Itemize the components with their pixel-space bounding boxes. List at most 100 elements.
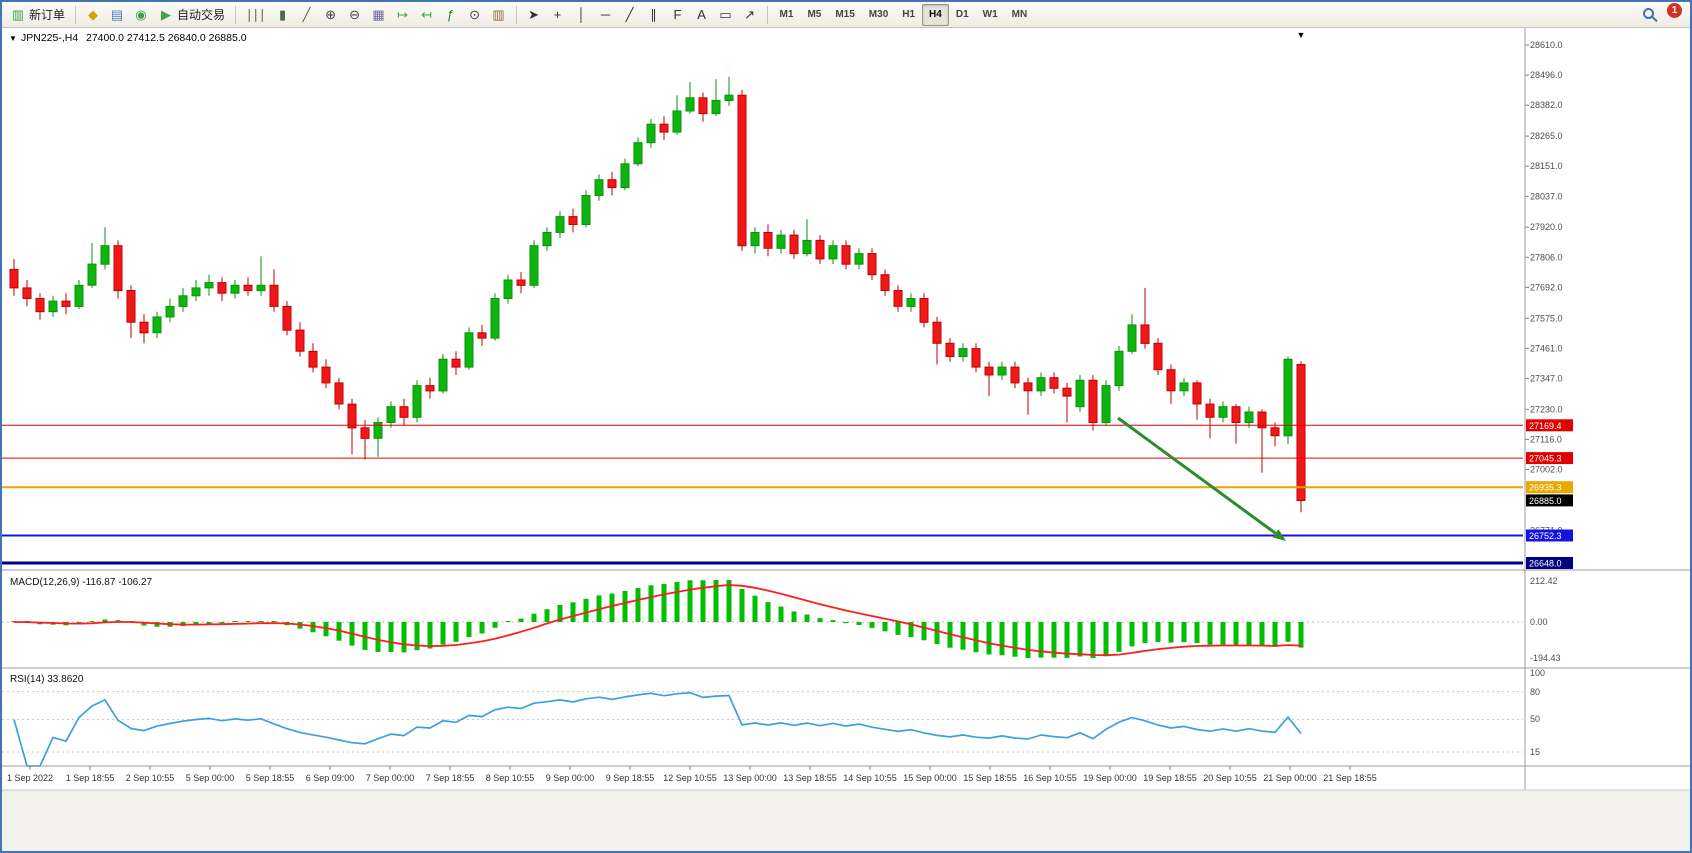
price-axis-label: 28610.0 — [1530, 40, 1563, 50]
crosshair-button[interactable]: + — [546, 4, 570, 26]
timeframe-d1-button[interactable]: D1 — [949, 4, 976, 26]
bull-candle — [555, 216, 565, 233]
bear-candle — [1088, 379, 1098, 423]
new-order-icon: ▥ — [11, 7, 25, 22]
zoom-in-button[interactable]: ⊕ — [319, 4, 343, 26]
timeframe-m1-button[interactable]: M1 — [773, 4, 801, 26]
text-button[interactable]: A — [690, 4, 714, 26]
price-level-tag — [1526, 557, 1573, 569]
bear-candle — [698, 97, 708, 115]
new-order-label: 新订单 — [29, 8, 66, 22]
bear-candle — [1049, 377, 1059, 389]
zoom-out-button[interactable]: ⊖ — [343, 4, 367, 26]
equidistant-channel-button[interactable]: ∥ — [642, 4, 666, 26]
tile-windows-button[interactable]: ▦ — [367, 4, 391, 26]
fibonacci-button[interactable]: F — [666, 4, 690, 26]
bull-candle — [386, 406, 396, 424]
zoom-out-icon: ⊖ — [349, 7, 360, 22]
chart-canvas[interactable]: 28610.0 28496.0 28382.0 28265.0 28151.0 28037… — [2, 28, 1690, 851]
bull-candle — [1127, 324, 1137, 352]
bear-candle — [984, 366, 994, 376]
bear-candle — [516, 279, 526, 286]
time-axis-label: 8 Sep 10:55 — [486, 773, 535, 783]
draw-tools-group: ➤ + │ ─ ╱ ∥ F A ▭ ↗ — [522, 4, 762, 26]
bull-candle — [230, 284, 240, 294]
market-watch-icon: ◆ — [88, 7, 99, 22]
price-level-label: 26648.0 — [1529, 559, 1562, 569]
market-watch-button[interactable]: ◆ — [81, 4, 105, 26]
bear-candle — [919, 298, 929, 323]
templates-button[interactable]: ▥ — [487, 4, 511, 26]
bear-candle — [815, 239, 825, 260]
chart-shift-button[interactable]: ↤ — [415, 4, 439, 26]
trend-arrow-line[interactable] — [1117, 416, 1277, 535]
timeframe-h1-button[interactable]: H1 — [895, 4, 922, 26]
trendline-button[interactable]: ╱ — [618, 4, 642, 26]
new-order-button[interactable]: ▥ 新订单 — [6, 4, 70, 26]
bull-candle — [750, 232, 760, 247]
auto-scroll-button[interactable]: ↦ — [391, 4, 415, 26]
current-price-label: 26885.0 — [1529, 496, 1562, 506]
main-toolbar: ▥ 新订单 ◆ ▤ ◉ ▶ 自动交易 ∣∣∣ ▮ ╱ ⊕ ⊖ ▦ ↦ ↤ ƒ ⊙ ▥ ➤ + │ ─ ╱ ∥ F A ▭… — [2, 2, 1690, 28]
time-axis-label: 5 Sep 00:00 — [186, 773, 235, 783]
bull-candle — [178, 295, 188, 307]
time-axis-label: 21 Sep 00:00 — [1263, 773, 1317, 783]
candlestick-chart-icon: ▮ — [278, 7, 287, 22]
bull-candle — [854, 253, 864, 265]
vertical-line-button[interactable]: │ — [570, 4, 594, 26]
zoom-in-icon: ⊕ — [325, 7, 336, 22]
data-window-icon: ▤ — [110, 7, 124, 22]
timeframe-m5-button[interactable]: M5 — [800, 4, 828, 26]
toolbar-separator — [75, 5, 77, 24]
search-icon[interactable] — [1643, 8, 1654, 19]
candlestick-chart-button[interactable]: ▮ — [271, 4, 295, 26]
one-click-trading-expand-icon[interactable]: ▼ — [9, 34, 17, 43]
time-axis-label: 15 Sep 00:00 — [903, 773, 957, 783]
timeframe-m15-button[interactable]: M15 — [828, 4, 861, 26]
timeframe-w1-button[interactable]: W1 — [976, 4, 1005, 26]
bull-candle — [594, 179, 604, 196]
macd-signal-line — [13, 584, 1302, 657]
bear-candle — [425, 385, 435, 392]
indicators-list-icon: ƒ — [446, 7, 455, 22]
bull-candle — [373, 422, 383, 439]
price-axis-label: 27347.0 — [1530, 374, 1563, 384]
arrow-objects-button[interactable]: ↗ — [738, 4, 762, 26]
line-chart-button[interactable]: ╱ — [295, 4, 319, 26]
time-axis-label: 13 Sep 18:55 — [783, 773, 837, 783]
cursor-button[interactable]: ➤ — [522, 4, 546, 26]
bull-candle — [646, 123, 656, 144]
bull-candle — [776, 234, 786, 249]
bear-candle — [295, 329, 305, 352]
bear-candle — [1010, 366, 1020, 384]
time-axis-label: 16 Sep 10:55 — [1023, 773, 1077, 783]
timeframe-m30-button[interactable]: M30 — [862, 4, 895, 26]
periods-button[interactable]: ⊙ — [463, 4, 487, 26]
indicators-list-button[interactable]: ƒ — [439, 4, 463, 26]
time-axis-label: 12 Sep 10:55 — [663, 773, 717, 783]
time-axis-label: 6 Sep 09:00 — [306, 773, 355, 783]
notification-badge[interactable]: 1 — [1667, 3, 1682, 18]
bull-candle — [1114, 350, 1124, 387]
cursor-icon: ➤ — [528, 7, 539, 22]
timeframe-mn-button[interactable]: MN — [1005, 4, 1035, 26]
rsi-axis-label: 50 — [1530, 714, 1540, 724]
bull-candle — [711, 99, 721, 115]
timeframe-h4-button[interactable]: H4 — [922, 3, 949, 26]
templates-icon: ▥ — [492, 7, 505, 22]
horizontal-line-button[interactable]: ─ — [594, 4, 618, 26]
autotrading-button[interactable]: ▶ 自动交易 — [154, 4, 230, 26]
bear-candle — [568, 216, 578, 226]
line-chart-icon: ╱ — [302, 7, 311, 22]
navigator-button[interactable]: ◉ — [129, 4, 153, 26]
bull-candle — [1218, 406, 1228, 418]
text-label-button[interactable]: ▭ — [714, 4, 738, 26]
bear-candle — [763, 232, 773, 249]
bar-chart-button[interactable]: ∣∣∣ — [241, 4, 271, 26]
bear-candle — [477, 332, 487, 339]
data-window-button[interactable]: ▤ — [105, 4, 129, 26]
bear-candle — [113, 245, 123, 292]
time-axis-label: 1 Sep 2022 — [7, 773, 53, 783]
bear-candle — [659, 123, 669, 133]
time-axis-label: 5 Sep 18:55 — [246, 773, 295, 783]
